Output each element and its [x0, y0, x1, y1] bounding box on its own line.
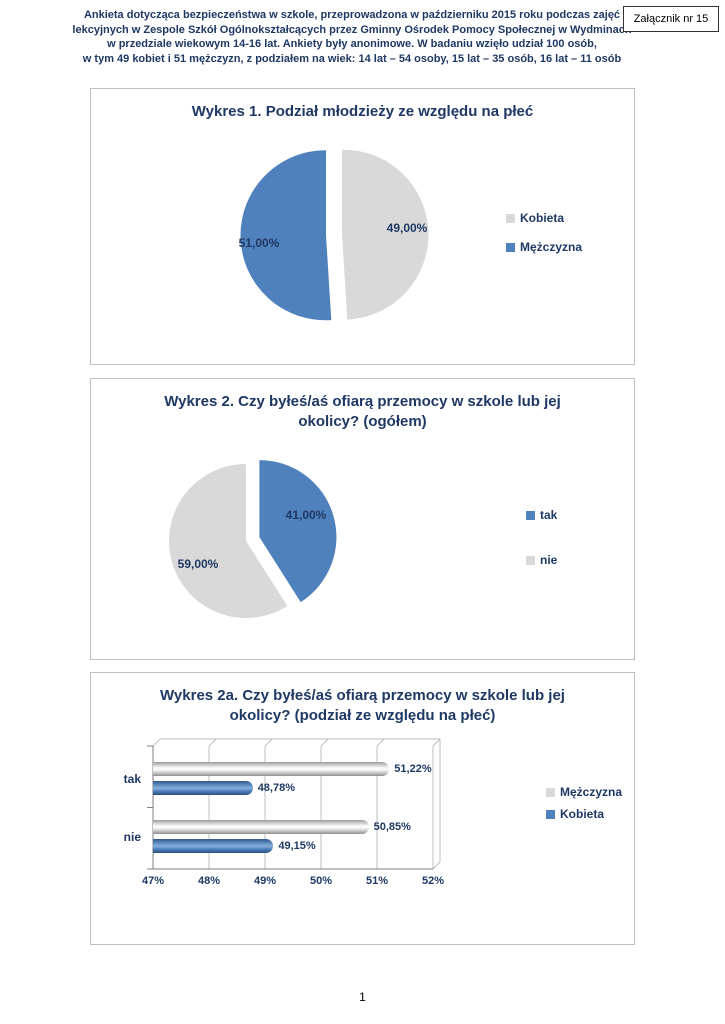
legend-swatch-kobieta: [546, 809, 555, 819]
bar-value-label-mężczyzna-nie: 50,85%: [373, 821, 411, 833]
legend-label-kobieta: Kobieta: [560, 807, 605, 821]
chart-frame-line: [376, 738, 385, 747]
bar-mężczyzna-nie: [153, 820, 369, 834]
x-axis-tick-label: 50%: [309, 875, 333, 887]
bar-value-label-kobieta-tak: 48,78%: [257, 782, 295, 794]
chart-frame-line: [208, 738, 217, 747]
chart2-title-line-2: okolicy? (ogółem): [298, 413, 427, 430]
legend-label-kobieta: Kobieta: [520, 211, 565, 225]
chart2-title: Wykres 2. Czy byłeś/aś ofiarą przemocy w…: [91, 392, 634, 432]
page-number: 1: [359, 990, 366, 1004]
chart2-title-line-1: Wykres 2. Czy byłeś/aś ofiarą przemocy w…: [164, 393, 561, 410]
chart1-value-label-mezczyzna: 51,00%: [238, 236, 280, 250]
legend-swatch-kobieta: [506, 213, 515, 223]
attachment-label-box: Załącznik nr 15: [623, 6, 719, 32]
chart-frame-line: [432, 738, 441, 747]
x-axis-tick-label: 49%: [253, 875, 277, 887]
chart2-legend: tak nie: [526, 508, 557, 567]
chart-frame-line: [432, 861, 441, 870]
chart3-title-line-1: Wykres 2a. Czy byłeś/aś ofiarą przemocy …: [160, 687, 565, 704]
header-line-1: Ankieta dotycząca bezpieczeństwa w szkol…: [83, 9, 621, 21]
legend-label-tak: tak: [540, 508, 558, 522]
chart1-box: Wykres 1. Podział młodzieży ze względu n…: [90, 88, 635, 365]
legend-item-mezczyzna: Mężczyzna: [506, 240, 582, 254]
x-axis-tick-label: 51%: [365, 875, 389, 887]
document-header: Ankieta dotycząca bezpieczeństwa w szkol…: [72, 8, 632, 66]
bar-kobieta-nie: [153, 839, 274, 853]
chart-frame-line: [264, 738, 273, 747]
chart2-box: Wykres 2. Czy byłeś/aś ofiarą przemocy w…: [90, 378, 635, 660]
chart2-value-label-nie: 59,00%: [177, 557, 219, 571]
chart2-pie: [169, 460, 337, 618]
legend-item-kobieta: Kobieta: [506, 211, 582, 225]
legend-item-mezczyzna: Mężczyzna: [546, 785, 622, 799]
legend-swatch-mezczyzna: [546, 787, 555, 797]
chart1-pie: [240, 149, 429, 321]
legend-swatch-tak: [526, 510, 535, 520]
chart3-legend: Mężczyzna Kobieta: [546, 785, 622, 821]
bar-mężczyzna-tak: [153, 762, 390, 776]
category-label-nie: nie: [123, 830, 141, 844]
bar-value-label-kobieta-nie: 49,15%: [278, 840, 316, 852]
header-line-4: w tym 49 kobiet i 51 mężczyzn, z podział…: [82, 52, 622, 65]
chart-frame-line: [320, 738, 329, 747]
legend-label-nie: nie: [540, 553, 558, 567]
bar-value-label-mężczyzna-tak: 51,22%: [394, 763, 432, 775]
pie-slice-nie: [169, 464, 288, 618]
chart1-title: Wykres 1. Podział młodzieży ze względu n…: [91, 102, 634, 122]
chart3-title-line-2: okolicy? (podział ze względu na płeć): [229, 707, 496, 724]
header-line-3: w przedziale wiekowym 14-16 lat. Ankiety…: [107, 38, 597, 50]
x-axis-tick-label: 48%: [197, 875, 221, 887]
legend-item-tak: tak: [526, 508, 557, 522]
header-line-2: lekcyjnych w Zespole Szkół Ogólnokształc…: [72, 23, 632, 36]
legend-item-kobieta: Kobieta: [546, 807, 622, 821]
legend-item-nie: nie: [526, 553, 557, 567]
chart3-plot-area: 51,22% 48,78% 50,85% 49,15% 47% 48% 49% 50% 51% 5…: [91, 673, 634, 944]
attachment-label: Załącznik nr 15: [633, 13, 709, 25]
chart2-value-label-tak: 41,00%: [285, 508, 327, 522]
pie-slice-Mężczyzna: [240, 150, 332, 321]
legend-swatch-nie: [526, 555, 535, 565]
category-label-tak: tak: [123, 772, 141, 786]
bar-kobieta-tak: [153, 781, 253, 795]
chart1-legend: Kobieta Mężczyzna: [506, 211, 582, 254]
legend-swatch-mezczyzna: [506, 242, 515, 252]
x-axis-tick-label: 52%: [421, 875, 445, 887]
legend-label-mezczyzna: Mężczyzna: [560, 785, 623, 799]
chart-frame-line: [152, 738, 161, 747]
chart3-box: 51,22% 48,78% 50,85% 49,15% 47% 48% 49% 50% 51% 5…: [90, 672, 635, 945]
chart3-title: Wykres 2a. Czy byłeś/aś ofiarą przemocy …: [91, 686, 634, 726]
chart1-value-label-kobieta: 49,00%: [386, 221, 428, 235]
legend-label-mezczyzna: Mężczyzna: [520, 240, 583, 254]
pie-slice-tak: [259, 460, 337, 603]
x-axis-tick-label: 47%: [141, 875, 165, 887]
pie-slice-Kobieta: [342, 149, 429, 320]
chart1-title-line-1: Wykres 1. Podział młodzieży ze względu n…: [191, 103, 534, 120]
